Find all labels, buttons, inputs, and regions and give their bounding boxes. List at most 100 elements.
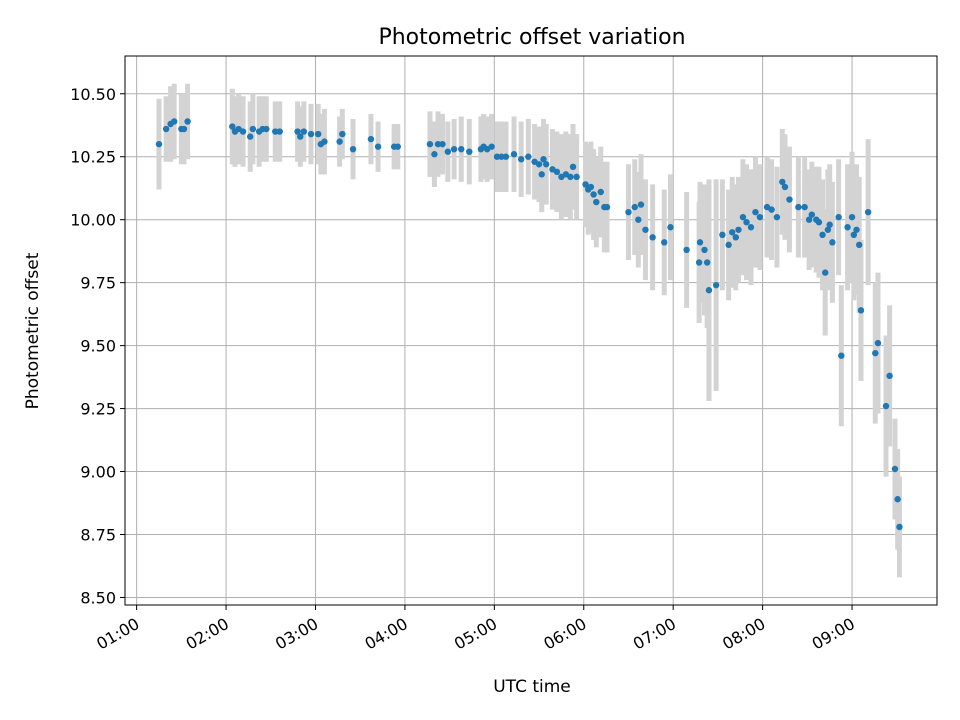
data-point [844, 224, 851, 231]
data-point [768, 206, 775, 213]
data-point [569, 163, 577, 171]
data-point [795, 203, 802, 211]
data-point [835, 213, 842, 221]
data-point [567, 173, 574, 181]
data-point [426, 140, 434, 148]
y-axis-ticks: 8.50 8.75 9.00 9.25 9.50 9.75 10.00 10.25 10.50 [70, 85, 125, 607]
data-point [553, 168, 561, 176]
data-point [180, 125, 188, 133]
data-point [603, 203, 611, 211]
data-point [855, 241, 863, 249]
data-point [756, 213, 764, 221]
data-point [894, 496, 901, 503]
data-point [374, 143, 382, 150]
data-point [431, 151, 438, 158]
data-point [466, 148, 473, 155]
data-point [826, 221, 833, 228]
data-point [502, 153, 510, 160]
data-point [336, 138, 343, 145]
data-point [434, 140, 442, 148]
data-point [637, 201, 645, 208]
data-point [838, 352, 845, 359]
data-point [229, 123, 236, 130]
data-point [582, 181, 589, 188]
data-point [587, 183, 595, 191]
data-point [882, 402, 890, 410]
data-point [276, 128, 283, 135]
data-point [543, 161, 550, 168]
y-tick-label: 10.50 [70, 85, 116, 104]
data-point [696, 239, 704, 246]
data-point [896, 523, 903, 531]
data-point [815, 219, 823, 226]
data-point [667, 224, 674, 231]
data-point [590, 191, 597, 198]
data-point [891, 465, 899, 473]
data-point [597, 188, 604, 196]
data-point [321, 138, 328, 145]
y-tick-label: 8.50 [80, 588, 116, 607]
data-point [773, 213, 781, 221]
data-point [683, 246, 690, 254]
data-point [239, 128, 247, 135]
y-tick-label: 9.25 [80, 400, 116, 419]
data-point [573, 173, 580, 181]
data-point [701, 246, 708, 254]
data-point [829, 239, 836, 246]
data-point [538, 171, 545, 178]
data-point [635, 216, 642, 223]
data-point [249, 125, 257, 133]
data-point [705, 287, 713, 294]
data-point [725, 241, 732, 249]
data-point [155, 140, 163, 148]
data-points [155, 118, 903, 531]
data-point [307, 130, 315, 138]
data-point [743, 219, 750, 226]
data-point [752, 208, 759, 216]
data-point [729, 229, 736, 236]
data-point [747, 224, 755, 231]
plot-frame [124, 55, 938, 606]
data-point [488, 143, 495, 150]
y-tick-label: 8.75 [80, 525, 116, 544]
data-point [703, 259, 711, 266]
data-point [162, 125, 170, 133]
data-point [367, 135, 375, 143]
data-point [732, 234, 739, 241]
data-point [300, 128, 308, 135]
y-axis-label: Photometric offset [23, 252, 43, 409]
data-point [450, 145, 458, 153]
data-point [170, 118, 178, 125]
data-point [649, 234, 656, 241]
y-tick-label: 9.00 [80, 463, 116, 482]
data-point [853, 226, 860, 233]
data-point [786, 196, 793, 203]
data-point [394, 143, 401, 150]
data-point [540, 156, 547, 163]
data-point [886, 372, 893, 380]
x-axis-label: UTC time [493, 677, 571, 697]
data-point [631, 203, 638, 211]
data-point [439, 140, 446, 148]
data-point [661, 239, 668, 246]
data-point [739, 213, 747, 221]
data-point [735, 226, 742, 233]
data-point [779, 178, 786, 186]
data-point [625, 208, 632, 216]
data-point [339, 130, 346, 138]
data-point [314, 130, 322, 138]
data-point [808, 211, 816, 218]
chart-title: Photometric offset variation [378, 25, 685, 50]
data-point [498, 153, 505, 160]
data-point [184, 118, 191, 125]
data-point [510, 151, 518, 158]
data-point [857, 307, 865, 314]
data-point [719, 231, 726, 239]
data-point [712, 281, 720, 289]
data-point [864, 208, 872, 216]
data-point [824, 226, 832, 233]
data-point [874, 339, 882, 347]
data-point [297, 133, 304, 140]
